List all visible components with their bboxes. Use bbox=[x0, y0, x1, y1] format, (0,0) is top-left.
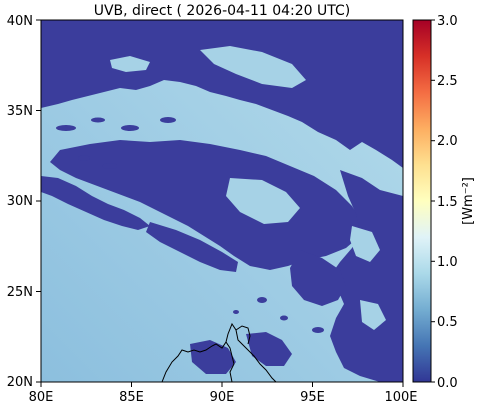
colorbar-tick-label: 0.5 bbox=[437, 315, 458, 330]
cloud-band-southwest bbox=[146, 222, 238, 272]
cloud-speck bbox=[78, 155, 90, 161]
clear-gap-north bbox=[110, 56, 150, 72]
x-tick-label: 90E bbox=[210, 390, 235, 405]
cloud-patch-bay bbox=[246, 332, 292, 366]
cloud-band-tibet bbox=[50, 140, 362, 270]
cloud-speck bbox=[160, 117, 176, 123]
cloud-mass-east bbox=[330, 170, 403, 382]
colorbar-gradient bbox=[412, 19, 432, 383]
country-border bbox=[235, 325, 251, 345]
cloud-speck bbox=[257, 297, 267, 303]
map-lines bbox=[161, 322, 277, 382]
clear-gap-east bbox=[350, 226, 380, 262]
x-tick-label: 85E bbox=[119, 390, 144, 405]
cloud-patch-south bbox=[190, 340, 236, 374]
cloud-speck bbox=[312, 327, 324, 333]
colorbar-tick-label: 3.0 bbox=[437, 14, 458, 29]
plot-area bbox=[41, 20, 403, 382]
y-tick-label: 25N bbox=[7, 285, 33, 300]
clear-gaps bbox=[110, 46, 386, 330]
cloud-band-mid bbox=[41, 176, 150, 230]
chart-title: UVB, direct ( 2026-04-11 04:20 UTC) bbox=[94, 3, 351, 19]
cloud-patch-central-east bbox=[290, 250, 346, 306]
colorbar-tick-label: 1.5 bbox=[437, 195, 458, 210]
colorbar-tick-label: 0.0 bbox=[437, 376, 458, 391]
cloud-cover bbox=[41, 20, 403, 382]
colorbar: 0.0 0.5 1.0 1.5 2.0 2.5 3.0 [Wm⁻²] bbox=[412, 14, 476, 391]
cloud-speck bbox=[102, 163, 118, 169]
colorbar-label: [Wm⁻²] bbox=[461, 177, 476, 225]
x-axis: 80E 85E 90E 95E 100E bbox=[29, 382, 418, 405]
colorbar-tick-label: 2.0 bbox=[437, 134, 458, 149]
cloud-speck bbox=[280, 315, 288, 321]
y-tick-label: 30N bbox=[7, 194, 33, 209]
x-tick-label: 100E bbox=[384, 390, 417, 405]
country-border bbox=[225, 341, 235, 382]
cloud-speck bbox=[56, 125, 76, 131]
cloud-speck bbox=[91, 117, 105, 123]
colorbar-tick-label: 2.5 bbox=[437, 74, 458, 89]
coastline bbox=[161, 322, 277, 382]
clear-gap-east bbox=[360, 300, 386, 330]
y-tick-label: 20N bbox=[7, 375, 33, 390]
x-tick-label: 95E bbox=[300, 390, 325, 405]
y-tick-label: 35N bbox=[7, 104, 33, 119]
x-tick-label: 80E bbox=[29, 390, 54, 405]
cloud-speck bbox=[121, 125, 139, 131]
cloud-speck bbox=[233, 310, 239, 314]
y-tick-label: 40N bbox=[7, 14, 33, 29]
clear-gap-north bbox=[200, 46, 306, 88]
clear-gap-plateau bbox=[226, 178, 300, 224]
colorbar-tick-label: 1.0 bbox=[437, 255, 458, 270]
y-axis: 20N 25N 30N 35N 40N bbox=[7, 14, 41, 390]
